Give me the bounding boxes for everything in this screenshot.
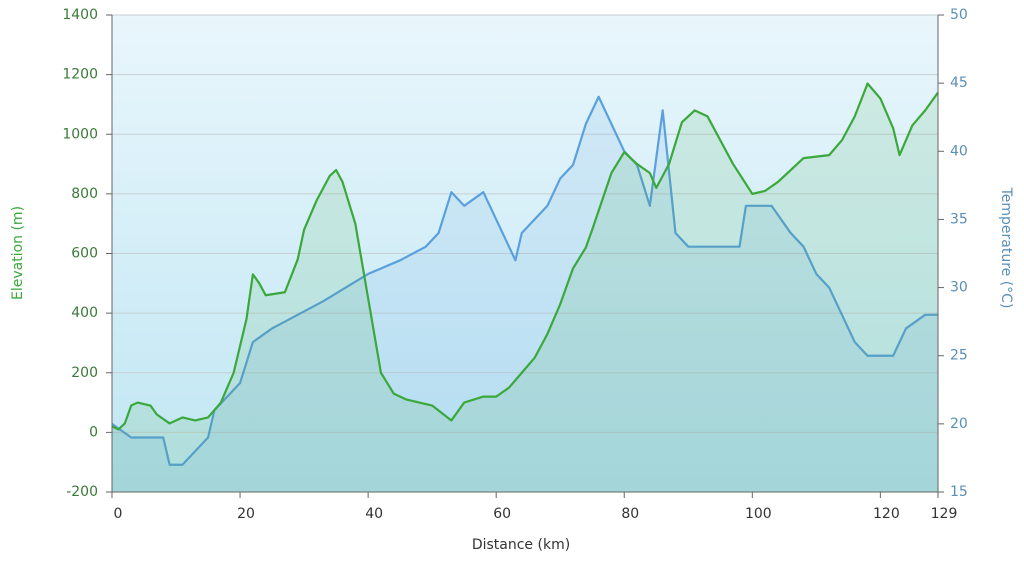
y2-tick-label: 40 [950, 143, 968, 159]
y-tick-label: 200 [71, 365, 98, 381]
y-tick-label: 0 [89, 424, 98, 440]
x-tick-label: 0 [114, 506, 123, 522]
line [111, 82, 939, 431]
y-tick-label: 600 [71, 246, 98, 262]
y2-tick-label: 20 [950, 416, 968, 432]
y-tick-label: 1000 [62, 126, 98, 142]
x-tick-label: 20 [237, 506, 255, 522]
area [112, 83, 938, 492]
y2-tick-label: 45 [950, 75, 968, 91]
line [111, 95, 938, 466]
x-tick-label: 60 [493, 506, 511, 522]
x-tick-label: 80 [621, 506, 639, 522]
y-tick-label: 800 [71, 186, 98, 202]
x-tick-label: 129 [931, 506, 958, 522]
y-tick-label: -200 [66, 484, 98, 500]
x-tick-label: 40 [365, 506, 383, 522]
y-tick-label: 1200 [62, 67, 98, 83]
y2-tick-label: 15 [950, 484, 968, 500]
y-tick-label: 1400 [62, 7, 98, 23]
x-tick-label: 120 [873, 506, 900, 522]
y2-tick-label: 35 [950, 211, 968, 227]
y-axis-label: Elevation (m) [10, 206, 26, 300]
x-axis-label: Distance (km) [472, 537, 570, 553]
y2-tick-label: 25 [950, 348, 968, 364]
area [112, 96, 938, 493]
x-tick-label: 100 [745, 506, 772, 522]
y2-tick-label: 50 [950, 7, 968, 23]
y2-tick-label: 30 [950, 280, 968, 296]
y-tick-label: 400 [71, 305, 98, 321]
y2-axis-label: Temperature (°C) [998, 187, 1014, 309]
